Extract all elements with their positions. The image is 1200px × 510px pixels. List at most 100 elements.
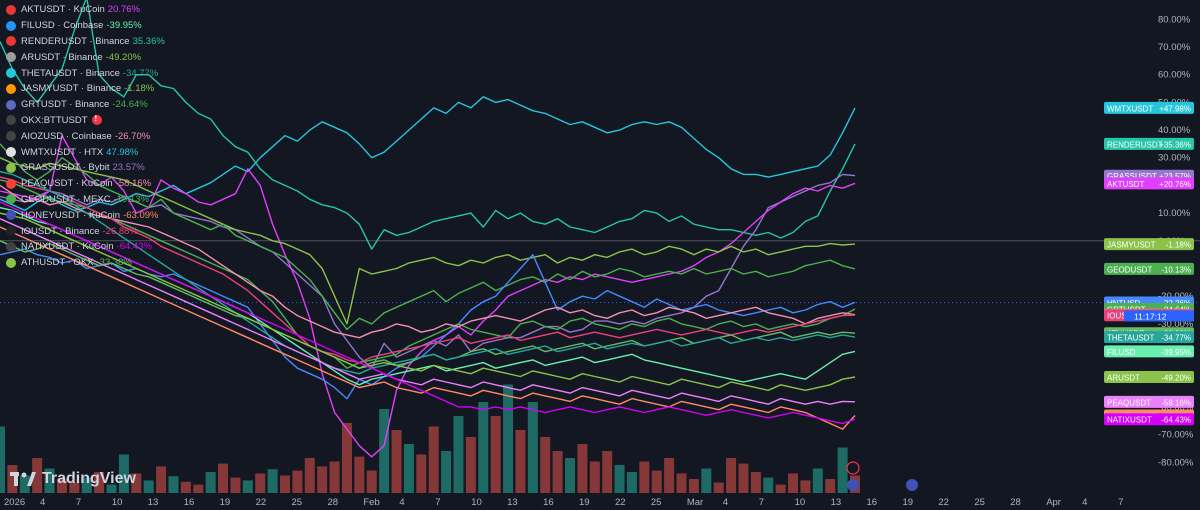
legend-change: -10.13%	[113, 193, 149, 205]
legend-row[interactable]: THETAUSDT · Binance -34.77%	[6, 65, 176, 81]
legend-change: -64.43%	[116, 241, 152, 253]
volume-bar	[825, 479, 836, 493]
x-tick-label: 19	[220, 497, 231, 508]
volume-bar	[354, 456, 365, 493]
x-tick-label: 19	[579, 497, 590, 508]
legend-change: -34.77%	[122, 67, 159, 79]
legend-row[interactable]: NATIXUSDT · KuCoin -64.43%	[6, 239, 176, 255]
volume-bar	[205, 472, 216, 493]
symbol-icon	[6, 20, 16, 31]
volume-bar	[94, 472, 105, 493]
volume-bar	[589, 461, 600, 493]
volume-bar	[800, 480, 811, 493]
volume-bar	[441, 451, 452, 493]
series-label-arusdt: ARUSDT -49.20%	[1104, 371, 1194, 384]
legend-symbol: JASMYUSDT · Binance	[21, 83, 122, 95]
series-label-value: +35.36%	[1159, 140, 1191, 149]
legend-change: -26.88%	[102, 225, 138, 237]
legend-row[interactable]: IOUSDT · Binance -26.88%	[6, 223, 176, 239]
legend-row[interactable]: RENDERUSDT · Binance 35.36%	[6, 34, 176, 50]
legend-row[interactable]: PEAQUSDT · KuCoin -58.16%	[6, 176, 176, 192]
x-tick-label: 7	[759, 497, 764, 508]
legend-row[interactable]: GRTUSDT · Binance -24.64%	[6, 97, 176, 113]
symbol-icon	[6, 115, 16, 126]
volume-bar	[118, 454, 129, 493]
legend-row[interactable]: FILUSD · Coinbase -39.95%	[6, 18, 176, 34]
symbol-icon	[6, 147, 16, 158]
series-label-name: WMTXUSDT	[1107, 104, 1153, 113]
legend-symbol: FILUSD · Coinbase	[21, 20, 104, 32]
legend-row[interactable]: HONEYUSDT · KuCoin -63.09%	[6, 207, 176, 223]
volume-bar	[44, 468, 55, 493]
volume-bar	[527, 402, 538, 493]
volume-bar	[664, 458, 675, 493]
volume-bar	[193, 484, 204, 493]
hnt-time-box	[1124, 310, 1194, 322]
series-label-value: -58.16%	[1161, 398, 1191, 407]
volume-bar	[763, 477, 774, 493]
series-label-name: GRASSUSDT	[1107, 172, 1157, 181]
legend-row[interactable]: GEODUSDT · MEXC -10.13%	[6, 192, 176, 208]
series-line-aktusdt	[0, 134, 856, 458]
us-flag-event-icon	[906, 479, 918, 491]
x-tick-label: 13	[507, 497, 518, 508]
x-tick-label: 7	[435, 497, 440, 508]
series-line-wmtxusdt	[0, 96, 856, 212]
volume-bar	[329, 461, 340, 493]
legend-change: -1.18%	[124, 83, 155, 95]
volume-bar	[32, 458, 43, 493]
volume-bar	[676, 473, 687, 493]
x-tick-label: 25	[974, 497, 985, 508]
x-tick-label: 10	[112, 497, 123, 508]
series-label-peaqusdt: PEAQUSDT -58.16%	[1104, 395, 1194, 408]
legend-symbol: NATIXUSDT · KuCoin	[21, 241, 114, 253]
symbol-icon	[6, 4, 16, 15]
legend-symbol: OKX:BTTUSDT	[21, 114, 88, 126]
legend-row[interactable]: WMTXUSDT · HTX 47.98%	[6, 144, 176, 160]
series-line-jasmyusdt	[0, 157, 856, 325]
volume-bar	[639, 461, 650, 493]
series-label-name: ARUSDT	[1107, 374, 1140, 383]
series-line-peaqusdt	[0, 218, 856, 405]
legend-row[interactable]: JASMYUSDT · Binance -1.18%	[6, 81, 176, 97]
volume-bar	[317, 466, 328, 493]
x-tick-label: 7	[76, 497, 81, 508]
series-label-name: FILUSD	[1107, 348, 1136, 357]
series-line-aiozusd	[0, 184, 856, 339]
x-tick-label: 10	[471, 497, 482, 508]
volume-bar	[242, 480, 253, 493]
legend-symbol: ARUSDT · Binance	[21, 51, 103, 63]
x-tick-label: 16	[867, 497, 878, 508]
legend-row[interactable]: ARUSDT · Binance -49.20%	[6, 49, 176, 65]
series-line-arusdt	[0, 212, 856, 391]
volume-bar	[490, 416, 501, 493]
symbol-icon	[6, 194, 16, 205]
legend-row[interactable]: AKTUSDT · KuCoin 20.76%	[6, 2, 176, 18]
series-line-hntusd	[0, 248, 856, 400]
symbol-icon	[6, 226, 16, 237]
volume-bar	[614, 465, 625, 493]
x-tick-label: 4	[723, 497, 728, 508]
y-tick-label: 60.00%	[1158, 70, 1191, 81]
volume-bar	[837, 447, 848, 493]
legend-row[interactable]: ATHUSDT · OKX -33.38%	[6, 255, 176, 271]
x-tick-label: Mar	[687, 497, 703, 508]
series-label-name: JASMYUSDT	[1107, 241, 1156, 250]
legend-row[interactable]: GRASSUSDT · Bybit 23.57%	[6, 160, 176, 176]
volume-bar	[379, 409, 390, 493]
volume-bar	[713, 482, 724, 493]
series-label-value: -64.43%	[1161, 416, 1191, 425]
symbol-icon	[6, 257, 16, 268]
volume-bar	[428, 426, 439, 493]
legend-symbol: GRTUSDT · Binance	[21, 99, 110, 111]
series-line-honeyusdt	[0, 226, 856, 430]
legend-row[interactable]: OKX:BTTUSDT	[6, 113, 176, 129]
series-label-renderusdt: RENDERUSDT+35.36%	[1104, 137, 1194, 150]
legend-row[interactable]: AIOZUSD · Coinbase -26.70%	[6, 128, 176, 144]
series-label-name: RENDERUSDT	[1107, 140, 1163, 149]
symbol-icon	[6, 99, 16, 110]
x-tick-label: 4	[399, 497, 404, 508]
volume-bar	[788, 473, 799, 493]
series-line-thetausdt	[0, 170, 856, 375]
